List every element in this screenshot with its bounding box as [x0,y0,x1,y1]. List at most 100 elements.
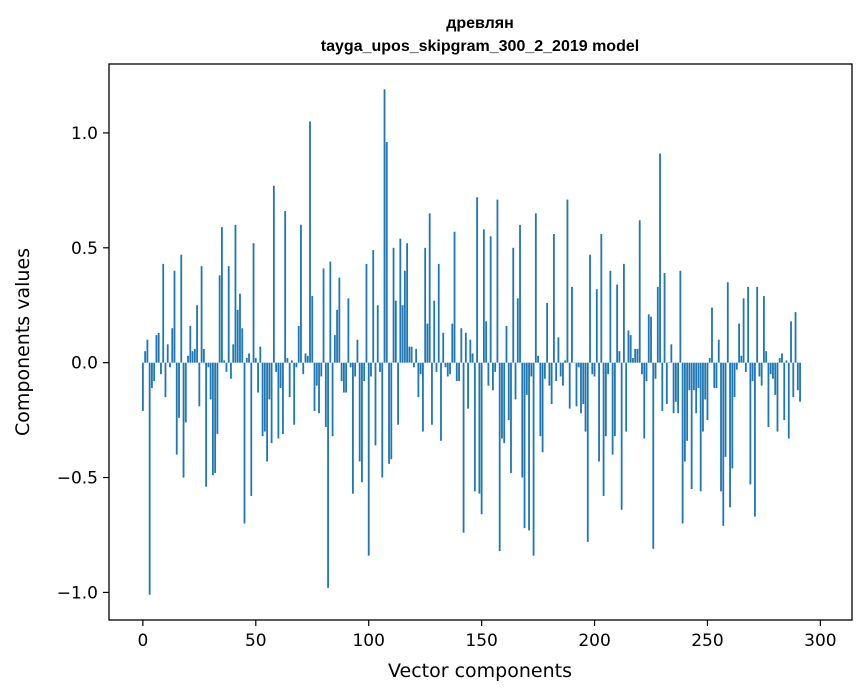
bar-150 [480,362,483,515]
bar-81 [324,362,327,428]
bar-97 [361,362,363,483]
bar-20 [187,355,189,363]
bar-262 [733,362,736,398]
bar-217 [632,358,634,363]
bar-133 [442,332,445,363]
bar-149 [478,362,481,494]
bar-245 [695,362,698,414]
bar-163 [510,362,512,473]
bar-216 [629,335,632,363]
bar-236 [674,362,677,402]
y-axis-label: Components values [12,248,34,436]
bar-232 [665,362,668,405]
bar-252 [711,307,713,363]
bar-69 [297,325,300,363]
bar-188 [566,199,569,363]
bar-204 [602,362,605,496]
bar-17 [180,254,183,363]
y-tick-label: 0.5 [71,239,98,259]
bar-36 [223,360,226,363]
bar-1 [144,351,147,363]
bar-200 [593,362,596,377]
bar-74 [309,121,311,363]
chart-subtitle: tayga_upos_skipgram_300_2_2019 model [321,38,639,55]
bar-256 [720,362,722,492]
bar-215 [627,330,630,363]
bar-45 [243,362,246,524]
bar-28 [205,362,208,487]
bar-93 [352,362,354,494]
bar-211 [618,351,621,363]
bar-165 [514,362,517,400]
bar-183 [555,362,558,382]
bar-144 [467,362,469,409]
bar-132 [440,362,442,441]
x-axis: 0 50 100 150 200 250 300 [137,620,837,651]
bar-102 [372,250,375,363]
bar-47 [248,353,250,363]
bar-41 [234,224,237,363]
bar-40 [232,344,235,363]
bar-171 [528,362,530,531]
bar-146 [471,353,474,363]
bar-168 [521,362,524,478]
bar-261 [731,362,734,469]
bar-21 [189,325,192,363]
bar-153 [487,362,490,386]
bar-291 [799,362,801,402]
bar-274 [760,362,763,386]
bar-139 [455,362,458,382]
bar-111 [392,247,395,363]
bar-205 [604,362,607,437]
bar-288 [792,362,795,398]
bar-66 [291,360,293,363]
x-axis-label: Vector components [388,660,572,682]
bar-30 [209,362,212,400]
bar-90 [345,362,348,393]
bar-9 [162,263,165,363]
bar-254 [715,362,718,388]
bar-187 [564,360,567,363]
plot-frame [108,63,853,621]
bar-8 [160,362,162,375]
x-tick-label: 0 [137,631,148,651]
bar-208 [611,362,614,455]
bar-27 [202,348,205,363]
bar-214 [625,362,628,432]
bar-198 [589,254,591,363]
bar-190 [571,286,573,363]
bar-122 [417,362,420,398]
bar-242 [688,362,691,391]
bar-72 [304,353,307,363]
bar-110 [390,362,393,460]
bar-113 [397,362,399,425]
bar-37 [225,362,228,372]
bar-24 [196,305,198,363]
bar-49 [252,243,255,363]
bar-62 [281,362,284,434]
bar-75 [311,296,314,363]
bar-10 [164,362,167,398]
bar-166 [516,298,519,363]
bar-279 [772,362,774,379]
y-axis: −1.0 −0.5 0.0 0.5 1.0 [57,124,109,603]
x-tick-label: 300 [804,631,836,651]
bar-158 [498,362,501,552]
bar-78 [318,362,320,414]
chart-title: древлян [446,15,514,32]
bar-272 [756,286,759,363]
bar-32 [214,362,217,473]
bar-227 [654,362,657,379]
bar-82 [327,362,329,588]
bar-85 [333,335,336,363]
bar-170 [525,362,528,395]
bar-156 [494,362,497,372]
bar-136 [449,362,451,375]
bar-58 [272,185,275,363]
bar-138 [453,231,456,363]
bar-224 [647,314,650,363]
bar-131 [437,263,440,363]
bar-64 [286,358,289,363]
bar-180 [548,362,551,386]
bar-177 [541,362,544,453]
